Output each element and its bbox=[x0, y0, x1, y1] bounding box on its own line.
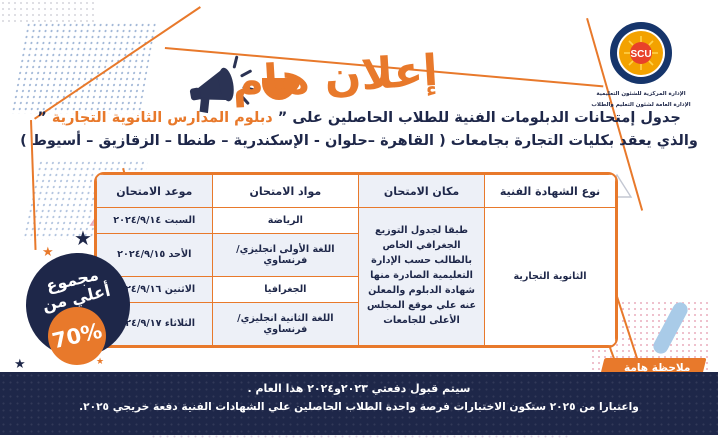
svg-text:SCU: SCU bbox=[630, 49, 651, 60]
cell-subject-1: الرياضة bbox=[211, 207, 360, 234]
footer-line-2: واعتبارا من ٢٠٢٥ ستكون الاختبارات فرصة و… bbox=[79, 401, 639, 413]
th-cert-type: نوع الشهادة الفنية bbox=[483, 174, 616, 208]
th-date: موعد الامتحان bbox=[96, 174, 213, 208]
footer-bar: سيتم قبول دفعتي ٢٠٢٣و٢٠٢٤ هذا العام . وا… bbox=[0, 372, 718, 435]
logo-caption-line2: الإدارة العامة لشئون التعليم والطلاب bbox=[591, 101, 691, 108]
cell-cert-type: الثانوية التجارية bbox=[483, 207, 616, 346]
table-row: اللغة الأولى انجليزي/فرنساوي الأحد ٢٠٢٤/… bbox=[96, 232, 616, 277]
cell-subject-2: اللغة الأولى انجليزي/فرنساوي bbox=[211, 232, 360, 277]
logo-block: SCU الإدارة المركزية للشئون التعليمية ال… bbox=[578, 22, 704, 109]
cell-date-1: السبت ٢٠٢٤/٩/١٤ bbox=[96, 207, 213, 234]
cell-subject-3: الجغرافيا bbox=[211, 275, 360, 303]
cell-place: طبقا لجدول التوزيع الجغرافي الخاص بالطال… bbox=[358, 207, 485, 346]
footer-text: سيتم قبول دفعتي ٢٠٢٣و٢٠٢٤ هذا العام . وا… bbox=[0, 380, 718, 416]
headline: جدول إمتحانات الدبلومات الفنية للطلاب ال… bbox=[0, 108, 718, 151]
page-title: إعلان هام bbox=[230, 45, 440, 109]
star-icon-4: ★ bbox=[42, 245, 54, 260]
headline-line-2: والذي يعقد بكليات التجارة بجامعات ( القا… bbox=[20, 133, 698, 149]
exam-schedule-table: نوع الشهادة الفنية مكان الامتحان مواد ال… bbox=[94, 172, 618, 348]
table-row: الثانوية التجارية طبقا لجدول التوزيع الج… bbox=[96, 207, 616, 346]
th-subjects: مواد الامتحان bbox=[211, 174, 360, 208]
logo-caption-line1: الإدارة المركزية للشئون التعليمية bbox=[596, 91, 686, 97]
footer-dot-pattern bbox=[0, 372, 718, 435]
megaphone-icon bbox=[177, 48, 272, 130]
star-icon-7: ★ bbox=[96, 357, 105, 367]
star-icon-5: ★ bbox=[14, 357, 26, 372]
footer-line-1: سيتم قبول دفعتي ٢٠٢٣و٢٠٢٤ هذا العام . bbox=[247, 382, 471, 395]
blue-bar-decoration bbox=[650, 299, 691, 357]
dot-pattern-top-left bbox=[0, 0, 95, 26]
headline-line1-b: ” bbox=[37, 110, 47, 126]
scu-logo-icon: SCU bbox=[578, 22, 704, 88]
th-place: مكان الامتحان bbox=[358, 174, 485, 208]
star-icon-1: ★ bbox=[74, 226, 92, 250]
headline-highlight: دبلوم المدارس الثانوية التجارية bbox=[51, 110, 273, 126]
table-header-row: نوع الشهادة الفنية مكان الامتحان مواد ال… bbox=[96, 174, 616, 208]
headline-line-1: جدول إمتحانات الدبلومات الفنية للطلاب ال… bbox=[0, 108, 718, 128]
title-area: إعلان هام bbox=[0, 30, 718, 114]
headline-line1-a: جدول إمتحانات الدبلومات الفنية للطلاب ال… bbox=[277, 110, 681, 126]
cell-subject-4: اللغة الثانية انجليزي/فرنساوي bbox=[211, 301, 360, 346]
